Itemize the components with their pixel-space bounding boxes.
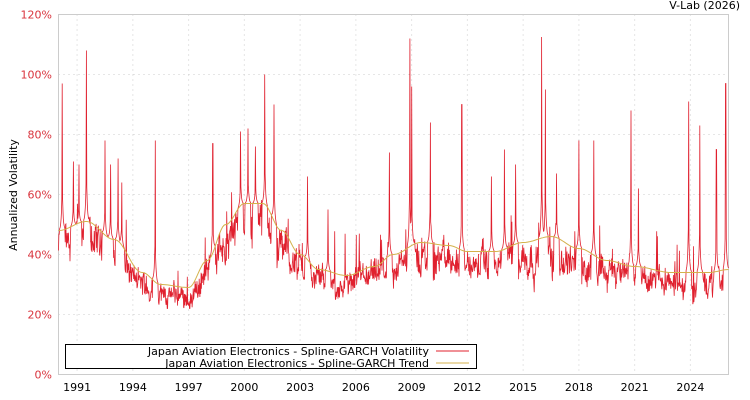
x-tick-label: 2006 [342,381,370,394]
x-tick-label: 2009 [398,381,426,394]
legend: Japan Aviation Electronics - Spline-GARC… [65,344,477,370]
y-tick-label: 0% [35,369,52,382]
x-tick-label: 1997 [175,381,203,394]
trend-series-line [58,203,729,289]
x-tick-label: 1994 [119,381,147,394]
volatility-series-line [58,36,729,309]
y-tick-label: 40% [28,249,52,262]
x-tick-label: 2012 [453,381,481,394]
y-tick-label: 60% [28,189,52,202]
y-tick-label: 20% [28,309,52,322]
legend-label-volatility: Japan Aviation Electronics - Spline-GARC… [147,345,430,358]
x-tick-label: 2003 [286,381,314,394]
x-tick-label: 2018 [565,381,593,394]
plot-area-border [58,14,729,375]
x-tick-label: 2000 [230,381,258,394]
x-tick-label: 1991 [63,381,91,394]
credit-label: V-Lab (2026) [669,0,740,12]
legend-label-trend: Japan Aviation Electronics - Spline-GARC… [164,357,429,370]
y-tick-label: 120% [21,9,52,22]
x-tick-label: 2021 [621,381,649,394]
x-tick-label: 2015 [509,381,537,394]
y-tick-label: 80% [28,129,52,142]
y-tick-label: 100% [21,69,52,82]
y-axis-label: Annualized Volatility [7,139,20,251]
x-tick-label: 2024 [676,381,704,394]
